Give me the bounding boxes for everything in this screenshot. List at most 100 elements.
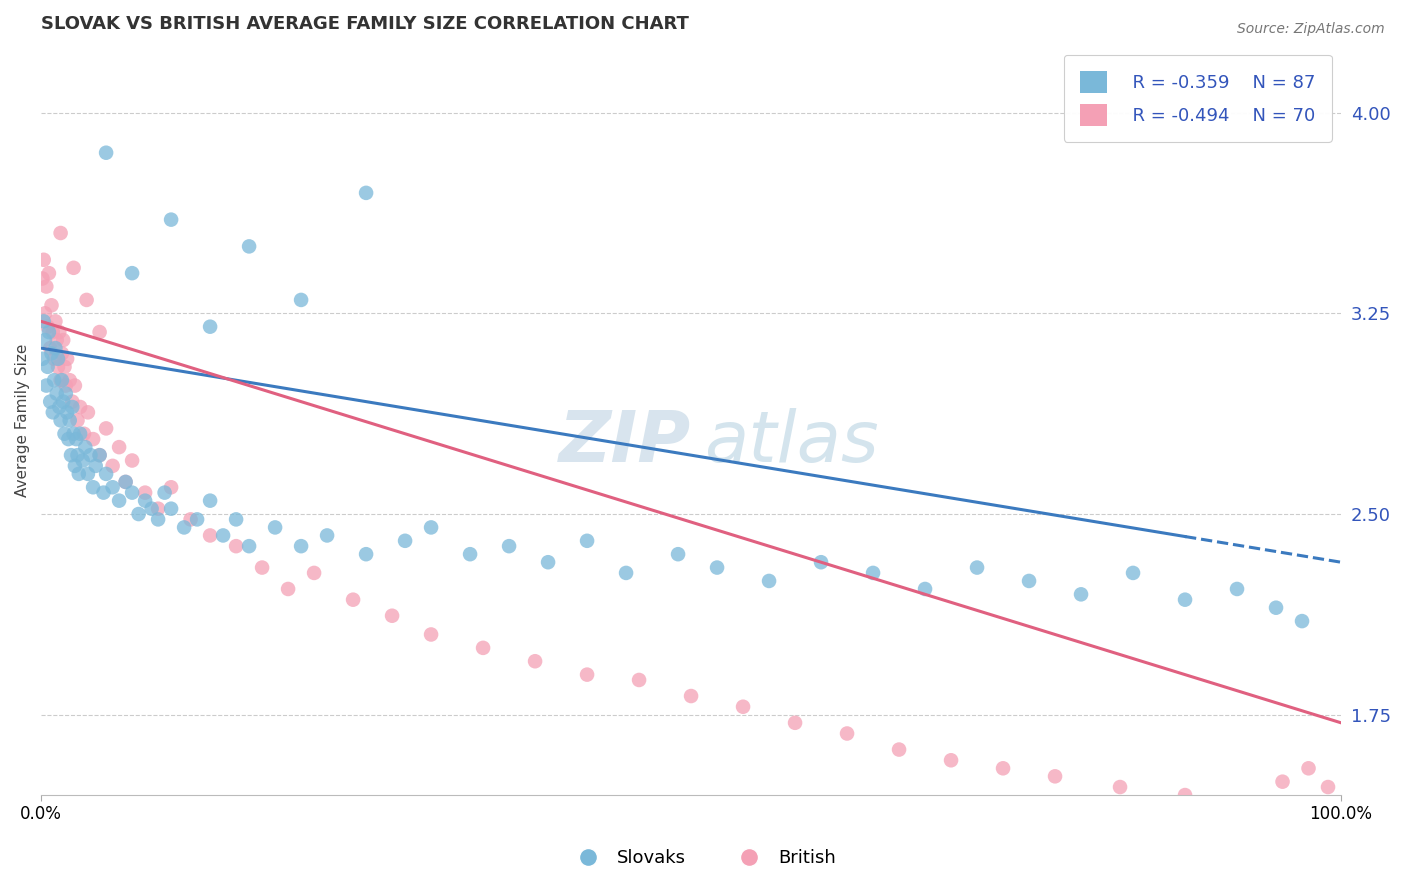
Point — [666, 547, 689, 561]
Point — [212, 528, 235, 542]
Point — [60, 448, 83, 462]
Point — [42, 373, 65, 387]
Point — [35, 279, 58, 293]
Point — [37, 359, 59, 374]
Point — [67, 467, 90, 481]
Point — [82, 480, 104, 494]
Point — [56, 351, 79, 366]
Text: ZIP: ZIP — [558, 409, 692, 477]
Point — [238, 239, 260, 253]
Point — [537, 555, 560, 569]
Point — [62, 260, 84, 275]
Point — [1265, 600, 1288, 615]
Point — [42, 325, 65, 339]
Point — [198, 493, 221, 508]
Point — [60, 394, 83, 409]
Point — [576, 533, 599, 548]
Point — [56, 405, 79, 419]
Point — [89, 448, 111, 462]
Point — [114, 475, 136, 489]
Point — [46, 359, 69, 374]
Point — [731, 699, 754, 714]
Point — [887, 742, 910, 756]
Point — [290, 539, 312, 553]
Point — [93, 485, 115, 500]
Point — [290, 293, 312, 307]
Point — [524, 654, 547, 668]
Point — [75, 440, 97, 454]
Point — [38, 325, 60, 339]
Point — [59, 413, 82, 427]
Point — [45, 333, 67, 347]
Point — [89, 448, 111, 462]
Point — [77, 405, 100, 419]
Point — [31, 351, 53, 366]
Point — [51, 373, 73, 387]
Point — [121, 485, 143, 500]
Point — [101, 458, 124, 473]
Point — [141, 501, 163, 516]
Point — [94, 421, 117, 435]
Point — [1018, 574, 1040, 588]
Point — [65, 432, 87, 446]
Point — [498, 539, 520, 553]
Point — [42, 351, 65, 366]
Point — [53, 426, 76, 441]
Point — [225, 512, 247, 526]
Point — [49, 373, 72, 387]
Point — [58, 432, 80, 446]
Point — [121, 266, 143, 280]
Point — [114, 475, 136, 489]
Point — [59, 373, 82, 387]
Point — [79, 448, 101, 462]
Point — [89, 325, 111, 339]
Point — [160, 480, 183, 494]
Point — [128, 507, 150, 521]
Point — [420, 627, 443, 641]
Point — [44, 341, 66, 355]
Point — [1122, 566, 1144, 580]
Point — [31, 271, 53, 285]
Point — [49, 226, 72, 240]
Point — [576, 667, 599, 681]
Point — [225, 539, 247, 553]
Point — [38, 266, 60, 280]
Point — [810, 555, 832, 569]
Text: Source: ZipAtlas.com: Source: ZipAtlas.com — [1237, 22, 1385, 37]
Point — [52, 333, 75, 347]
Point — [48, 400, 70, 414]
Point — [186, 512, 208, 526]
Point — [250, 560, 273, 574]
Point — [63, 378, 86, 392]
Point — [628, 673, 651, 687]
Point — [1323, 796, 1346, 810]
Point — [48, 325, 70, 339]
Point — [35, 378, 58, 392]
Point — [45, 386, 67, 401]
Point — [1291, 614, 1313, 628]
Point — [39, 394, 62, 409]
Point — [73, 426, 96, 441]
Point — [939, 753, 962, 767]
Point — [783, 715, 806, 730]
Point — [41, 298, 63, 312]
Y-axis label: Average Family Size: Average Family Size — [15, 343, 30, 497]
Point — [458, 547, 481, 561]
Point — [264, 520, 287, 534]
Point — [238, 539, 260, 553]
Point — [49, 413, 72, 427]
Point — [42, 405, 65, 419]
Point — [862, 566, 884, 580]
Point — [1043, 769, 1066, 783]
Point — [1070, 587, 1092, 601]
Point — [39, 341, 62, 355]
Point — [63, 458, 86, 473]
Point — [44, 314, 66, 328]
Point — [1226, 796, 1249, 810]
Point — [108, 440, 131, 454]
Point — [472, 640, 495, 655]
Point — [32, 314, 55, 328]
Point — [52, 394, 75, 409]
Point — [121, 453, 143, 467]
Point — [46, 351, 69, 366]
